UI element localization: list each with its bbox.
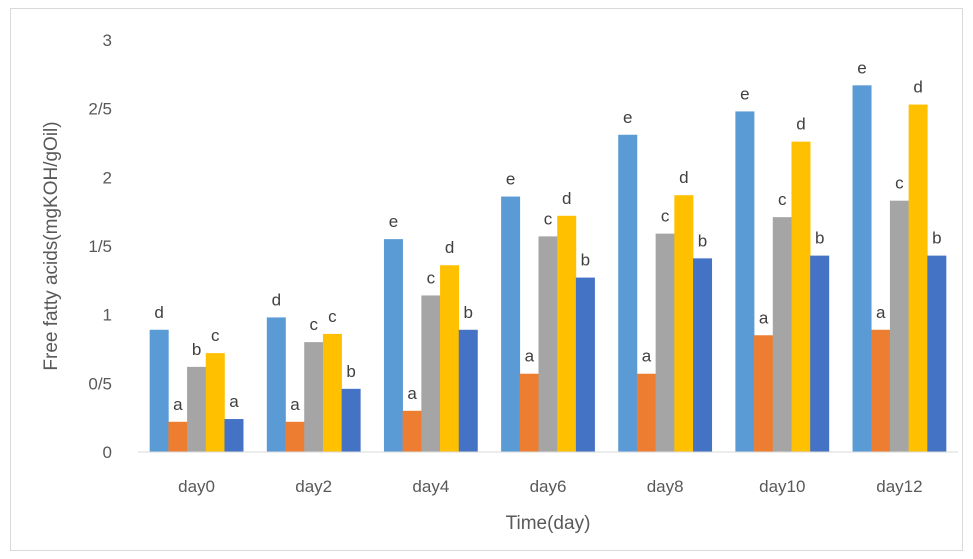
- bar: [810, 255, 830, 452]
- bar-letter-label: b: [815, 229, 824, 248]
- bar-letter-label: b: [932, 229, 941, 248]
- bar-letter-label: c: [661, 207, 670, 226]
- y-tick-label: 1: [103, 306, 112, 325]
- bar-letter-label: c: [427, 268, 436, 287]
- bar: [908, 104, 928, 453]
- bar-letter-label: c: [778, 190, 787, 209]
- bar-letter-label: c: [211, 326, 220, 345]
- bar-letter-label: c: [328, 307, 337, 326]
- bar: [304, 342, 324, 452]
- bar-letter-label: e: [857, 58, 866, 77]
- bar: [149, 329, 169, 452]
- x-tick-label: day4: [412, 477, 449, 496]
- bar: [693, 258, 713, 452]
- bar: [575, 277, 595, 452]
- bar: [618, 134, 638, 452]
- bar-letter-label: a: [173, 395, 183, 414]
- bar-letter-label: e: [389, 212, 398, 231]
- bar: [168, 421, 188, 452]
- bar-letter-label: d: [562, 189, 571, 208]
- bar: [187, 366, 207, 452]
- y-tick-label: 0/5: [88, 374, 112, 393]
- bar: [501, 196, 521, 452]
- bar: [754, 335, 774, 452]
- bar: [224, 419, 244, 452]
- x-tick-label: day8: [647, 477, 684, 496]
- y-tick-label: 2: [103, 168, 112, 187]
- bar-letter-label: a: [407, 384, 417, 403]
- y-tick-label: 1/5: [88, 237, 112, 256]
- bar: [735, 111, 755, 452]
- bar: [440, 265, 460, 452]
- x-axis-ticks: day0 day2 day4 day6 day8 day10 day12: [178, 477, 922, 496]
- bar-letter-label: d: [272, 290, 281, 309]
- x-axis-title: Time(day): [506, 513, 591, 534]
- bar-letter-label: d: [154, 303, 163, 322]
- bar: [266, 317, 286, 452]
- bar-letter-label: c: [309, 315, 318, 334]
- bar: [322, 333, 342, 452]
- x-tick-label: day2: [295, 477, 332, 496]
- bar-letter-label: c: [544, 209, 553, 228]
- bar-letter-label: b: [581, 251, 590, 270]
- bar-letter-label: a: [759, 308, 769, 327]
- bar: [852, 85, 872, 452]
- bar-letter-label: a: [876, 303, 886, 322]
- x-tick-label: day12: [876, 477, 922, 496]
- bars: [149, 85, 947, 453]
- bar: [402, 410, 422, 452]
- bar-letter-label: e: [623, 108, 632, 127]
- bar-letter-label: b: [346, 362, 355, 381]
- bar: [655, 233, 675, 452]
- bar: [458, 329, 478, 452]
- x-tick-label: day6: [530, 477, 567, 496]
- bar: [421, 295, 441, 452]
- bar: [205, 353, 225, 452]
- bar-letter-label: e: [740, 84, 749, 103]
- y-axis-title: Free fatty acids(mgKOH/gOil): [41, 121, 62, 370]
- bar-letter-label: b: [464, 303, 473, 322]
- bar-letter-label: a: [642, 347, 652, 366]
- bar: [341, 388, 361, 452]
- bar: [871, 329, 891, 452]
- bar-letter-label: d: [679, 168, 688, 187]
- bar-letter-label: a: [290, 395, 300, 414]
- bar-letter-label: c: [895, 174, 904, 193]
- bar: [285, 421, 305, 452]
- bar: [557, 215, 577, 452]
- bar-letter-label: b: [698, 231, 707, 250]
- bar-letter-label: d: [445, 238, 454, 257]
- bar-letter-label: a: [525, 347, 535, 366]
- y-tick-label: 0: [103, 443, 112, 462]
- bar: [636, 373, 656, 452]
- bar-letter-label: e: [506, 170, 515, 189]
- x-tick-label: day10: [759, 477, 805, 496]
- x-tick-label: day0: [178, 477, 215, 496]
- bar: [927, 255, 947, 452]
- bar-letter-label: d: [796, 115, 805, 134]
- y-tick-label: 3: [103, 31, 112, 50]
- bar-letter-label: b: [192, 340, 201, 359]
- bar: [519, 373, 539, 452]
- bar: [538, 236, 558, 452]
- bar: [791, 141, 811, 453]
- bar: [772, 217, 792, 452]
- bar-letter-label: a: [229, 392, 239, 411]
- bar: [383, 239, 403, 452]
- bar: [674, 195, 694, 453]
- y-tick-label: 2/5: [88, 100, 112, 119]
- bar-letter-label: d: [913, 78, 922, 97]
- bar: [889, 200, 909, 452]
- y-axis-ticks: 0 0/5 1 1/5 2 2/5 3: [88, 31, 112, 462]
